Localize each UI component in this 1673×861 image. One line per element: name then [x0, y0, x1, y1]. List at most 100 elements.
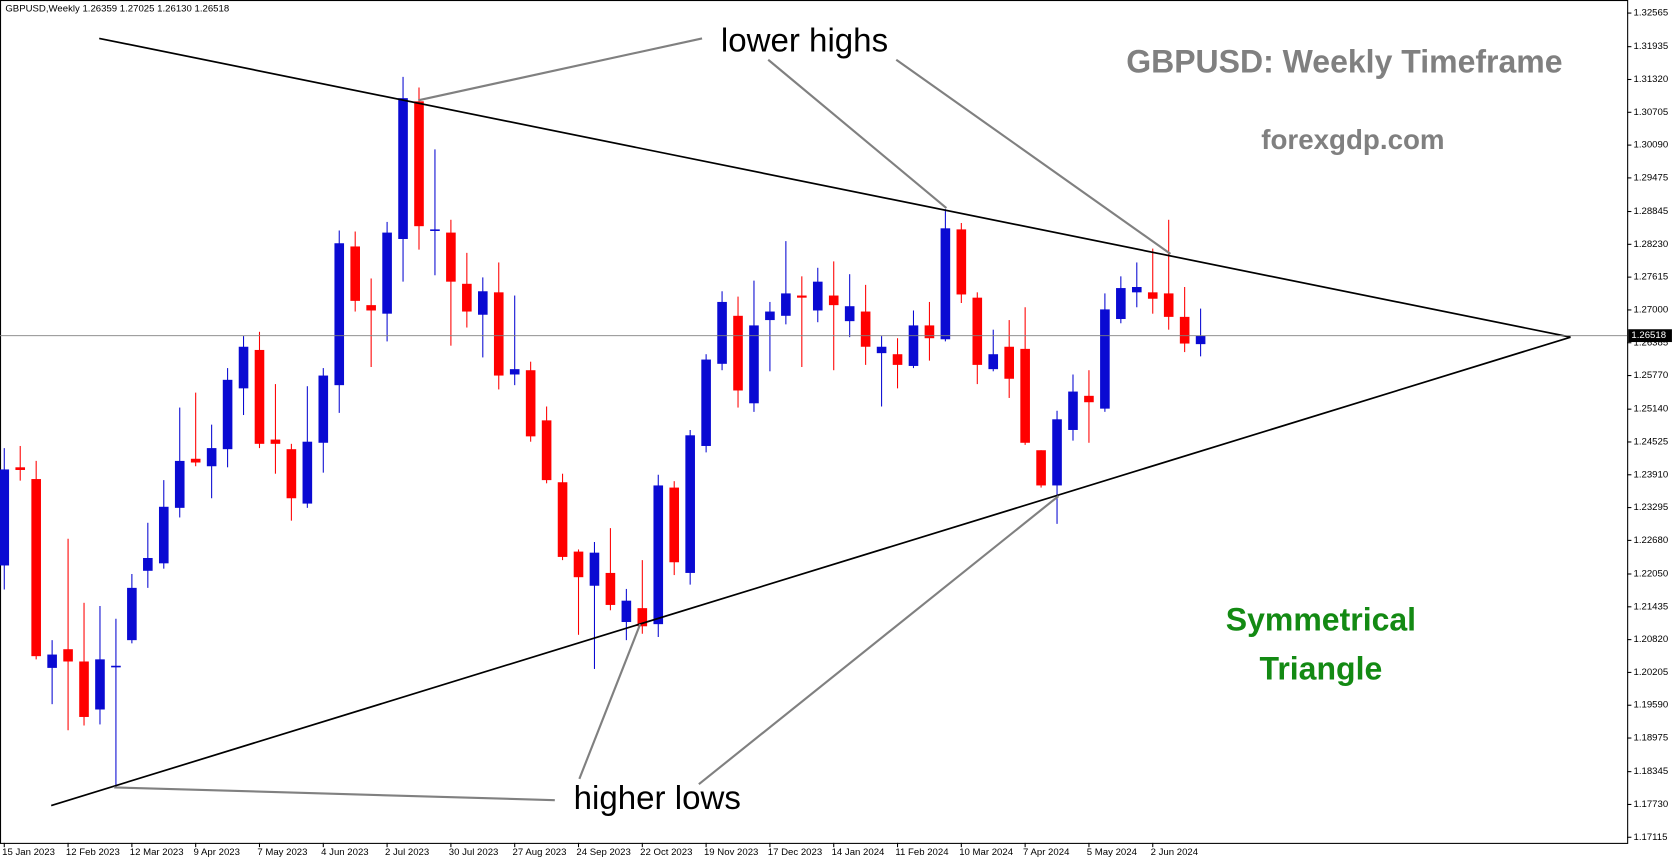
y-tick-label: 1.20205 [1634, 667, 1669, 678]
candle-body [1100, 309, 1110, 409]
y-tick-label: 1.22680 [1634, 535, 1669, 546]
y-tick-label: 1.31320 [1634, 74, 1669, 85]
candle-body [206, 448, 217, 467]
x-tick-label: 2 Jul 2023 [385, 847, 429, 858]
candle-body [430, 229, 440, 231]
candle-body [1004, 346, 1014, 379]
x-tick-label: 5 May 2024 [1087, 847, 1138, 858]
candle-body [47, 654, 57, 668]
candle-body [366, 305, 376, 311]
candle-body [972, 297, 983, 365]
y-tick-label: 1.17115 [1634, 832, 1668, 843]
trendlines [50, 37, 1571, 807]
candle-body [956, 229, 967, 295]
candle-body [1068, 391, 1078, 430]
candle-body [781, 293, 791, 316]
annotation: Symmetrical [1226, 601, 1416, 637]
candle-body [302, 441, 313, 504]
candle-body [1116, 288, 1126, 320]
candle-body [892, 354, 903, 365]
candle-body [1163, 293, 1174, 317]
y-tick-label: 1.21435 [1634, 601, 1669, 612]
x-tick-label: 19 Nov 2023 [704, 847, 758, 858]
candle-body [701, 359, 711, 446]
candle-body [573, 551, 584, 578]
candle-body [254, 349, 265, 444]
candle-body [1131, 287, 1142, 293]
upper-trendline [99, 37, 1571, 338]
candle-body [238, 346, 249, 389]
y-tick-label: 1.25140 [1634, 404, 1669, 415]
y-tick-label: 1.26385 [1634, 337, 1669, 348]
candle-body [478, 291, 488, 315]
candle-body [1179, 316, 1190, 344]
pointer-line [895, 58, 1172, 255]
x-tick-label: 22 Oct 2023 [640, 847, 692, 858]
candle-body [605, 572, 616, 605]
x-tick-label: 7 Apr 2024 [1023, 847, 1070, 858]
y-tick-label: 1.27615 [1634, 272, 1669, 283]
x-tick-label: 17 Dec 2023 [768, 847, 822, 858]
x-tick-label: 7 May 2023 [257, 847, 307, 858]
candle-body [940, 228, 951, 340]
candle-body [828, 295, 839, 306]
candle-body [158, 506, 169, 564]
candle-body [1020, 348, 1030, 443]
y-tick-label: 1.30090 [1634, 140, 1669, 151]
y-tick-label: 1.29475 [1634, 172, 1669, 183]
candle-body [669, 487, 680, 563]
y-tick-label: 1.18345 [1634, 766, 1669, 777]
annotation: forexgdp.com [1261, 124, 1444, 155]
candle-body [31, 479, 41, 657]
candle-body [908, 325, 919, 366]
candle-body [15, 467, 26, 470]
candle-body [318, 375, 329, 443]
pointer-line [418, 37, 703, 102]
candle-body [127, 587, 137, 641]
candle-body [557, 482, 568, 557]
annotation: higher lows [574, 780, 741, 817]
candle-body [812, 281, 823, 311]
candle-body [382, 232, 392, 314]
candle-body [653, 485, 664, 625]
y-tick-label: 1.25770 [1634, 370, 1669, 381]
y-tick-label: 1.19590 [1634, 700, 1669, 711]
candle-body [270, 439, 281, 444]
candle-body [1147, 292, 1158, 299]
y-tick-label: 1.32565 [1634, 8, 1669, 19]
pointer-line [767, 58, 948, 209]
candle-body [541, 420, 552, 481]
candle-body [876, 346, 887, 354]
y-tick-label: 1.17730 [1634, 799, 1669, 810]
candle-body [685, 435, 695, 573]
annotation: lower highs [721, 22, 888, 59]
x-tick-label: 12 Feb 2023 [66, 847, 120, 858]
candle-body [79, 661, 89, 717]
candle-body [509, 369, 520, 375]
x-tick-label: 2 Jun 2024 [1151, 847, 1199, 858]
candle-body [190, 458, 201, 463]
pointer-line [698, 495, 1060, 786]
candle-body [446, 232, 456, 282]
lower-trendline [50, 336, 1571, 807]
x-tick-label: 10 Mar 2024 [959, 847, 1014, 858]
candle-body [525, 370, 536, 437]
annotation: GBPUSD: Weekly Timeframe [1126, 43, 1562, 79]
candle-body [222, 379, 233, 450]
y-tick-label: 1.30705 [1634, 107, 1669, 118]
x-tick-label: 24 Sep 2023 [576, 847, 630, 858]
candle-body [143, 557, 153, 571]
candle-body [111, 665, 121, 668]
candle-body [717, 301, 727, 364]
candle-body [621, 600, 632, 623]
candle-body [493, 292, 504, 376]
candle-body [797, 295, 807, 298]
price-label: 1.26518 [1631, 330, 1666, 341]
x-tick-label: 12 Mar 2023 [130, 847, 184, 858]
x-tick-label: 15 Jan 2023 [2, 847, 55, 858]
candle-body [589, 552, 600, 586]
candle-body [1052, 419, 1062, 486]
y-tick-label: 1.18975 [1634, 733, 1669, 744]
